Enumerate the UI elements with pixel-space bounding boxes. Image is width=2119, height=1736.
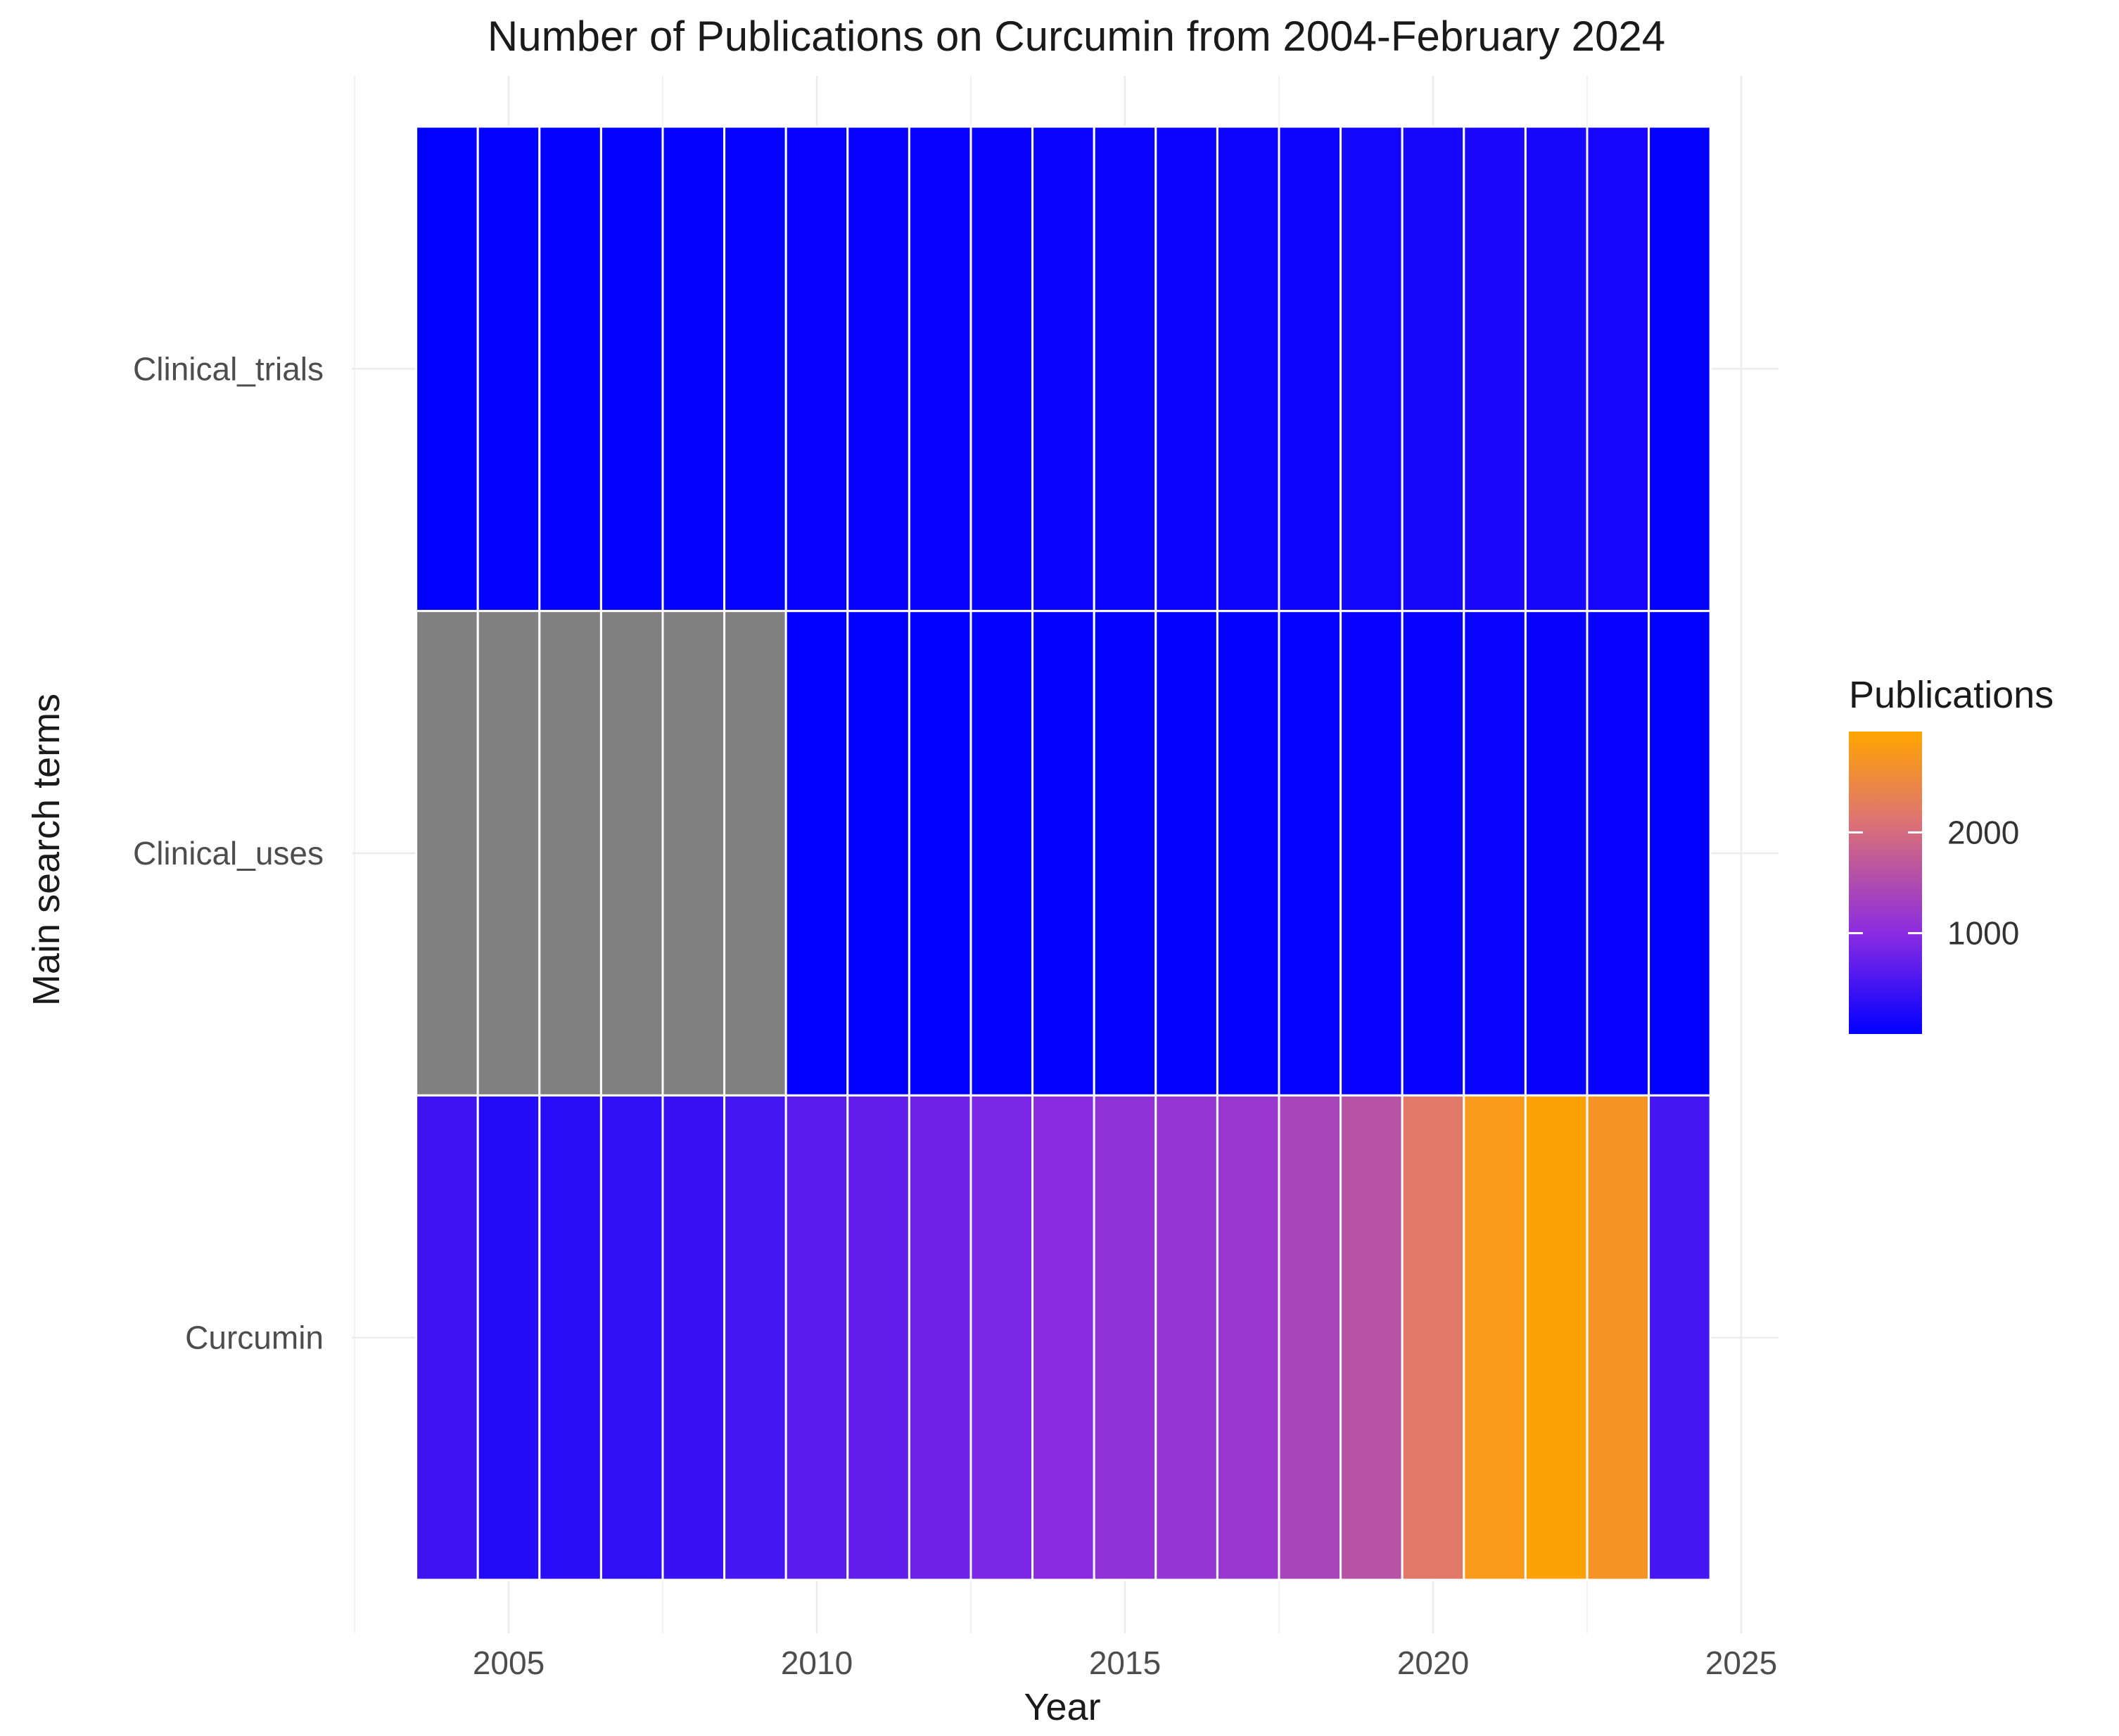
heatmap-tile	[1648, 610, 1712, 1097]
heatmap-tile	[1586, 125, 1650, 613]
heatmap-tile	[1093, 125, 1157, 613]
heatmap-tile	[1031, 1094, 1095, 1581]
y-tick-label: Clinical_uses	[133, 835, 324, 872]
x-tick-label: 2025	[1705, 1645, 1777, 1681]
heatmap-tile	[599, 610, 664, 1097]
heatmap-tile	[969, 125, 1034, 613]
heatmap-tile	[1216, 125, 1280, 613]
heatmap-tile	[1648, 1094, 1712, 1581]
heatmap-tile	[661, 610, 726, 1097]
heatmap-tiles	[415, 125, 1712, 1581]
heatmap-tile	[1586, 1094, 1650, 1581]
heatmap-tile	[846, 125, 910, 613]
legend-colorbar	[1849, 732, 1922, 1034]
heatmap-tile	[1093, 610, 1157, 1097]
x-axis-title: Year	[1024, 1686, 1100, 1728]
y-tick-label: Clinical_trials	[133, 350, 324, 387]
legend-tick-label: 2000	[1947, 814, 2019, 850]
heatmap-tile	[908, 610, 972, 1097]
heatmap-tile	[1401, 1094, 1465, 1581]
heatmap-tile	[1154, 125, 1218, 613]
heatmap-tile	[723, 1094, 787, 1581]
heatmap-tile	[1463, 125, 1527, 613]
heatmap-tile	[1278, 1094, 1342, 1581]
y-axis-title: Main search terms	[25, 694, 68, 1006]
heatmap-tile	[661, 1094, 726, 1581]
heatmap-tile	[1463, 1094, 1527, 1581]
legend-ticks: 1000 2000	[1849, 814, 2019, 952]
heatmap-tile	[969, 610, 1034, 1097]
y-tick-labels: Clinical_trials Clinical_uses Curcumin	[133, 350, 324, 1355]
chart-title: Number of Publications on Curcumin from …	[488, 13, 1665, 60]
heatmap-tile	[1093, 1094, 1157, 1581]
heatmap-tile	[908, 125, 972, 613]
heatmap-tile	[846, 610, 910, 1097]
heatmap-tile	[846, 1094, 910, 1581]
heatmap-tile	[1524, 1094, 1589, 1581]
heatmap-tile	[723, 610, 787, 1097]
heatmap-tile	[1154, 1094, 1218, 1581]
heatmap-tile	[1524, 125, 1589, 613]
legend: Publications 1000 2000	[1849, 674, 2054, 1034]
heatmap-tile	[476, 125, 541, 613]
heatmap-tile	[1216, 610, 1280, 1097]
heatmap-tile	[1463, 610, 1527, 1097]
heatmap-tile	[1586, 610, 1650, 1097]
heatmap-tile	[415, 125, 479, 613]
heatmap-tile	[784, 610, 849, 1097]
heatmap-tile	[784, 1094, 849, 1581]
heatmap-tile	[784, 125, 849, 613]
heatmap-tile	[1154, 610, 1218, 1097]
heatmap-tile	[969, 1094, 1034, 1581]
heatmap-tile	[1278, 125, 1342, 613]
heatmap-tile	[415, 610, 479, 1097]
x-tick-labels: 2005 2010 2015 2020 2025	[473, 1645, 1777, 1681]
heatmap-tile	[476, 610, 541, 1097]
heatmap-tile	[538, 1094, 602, 1581]
heatmap-tile	[1340, 610, 1404, 1097]
legend-tick-label: 1000	[1947, 915, 2019, 952]
heatmap-tile	[538, 125, 602, 613]
heatmap-tile	[1340, 1094, 1404, 1581]
x-tick-label: 2015	[1089, 1645, 1161, 1681]
heatmap-tile	[599, 125, 664, 613]
heatmap-tile	[661, 125, 726, 613]
heatmap-tile	[476, 1094, 541, 1581]
heatmap-tile	[1401, 610, 1465, 1097]
heatmap-tile	[1524, 610, 1589, 1097]
heatmap-tile	[1648, 125, 1712, 613]
heatmap-tile	[1340, 125, 1404, 613]
heatmap-tile	[1278, 610, 1342, 1097]
legend-title: Publications	[1849, 674, 2054, 716]
heatmap-tile	[1031, 610, 1095, 1097]
x-tick-label: 2020	[1397, 1645, 1469, 1681]
x-tick-label: 2010	[781, 1645, 853, 1681]
y-tick-label: Curcumin	[185, 1320, 324, 1356]
heatmap-tile	[1031, 125, 1095, 613]
heatmap-tile	[1401, 125, 1465, 613]
x-tick-label: 2005	[473, 1645, 545, 1681]
heatmap-tile	[415, 1094, 479, 1581]
heatmap-tile	[1216, 1094, 1280, 1581]
heatmap-tile	[538, 610, 602, 1097]
heatmap-tile	[599, 1094, 664, 1581]
heatmap-tile	[908, 1094, 972, 1581]
heatmap-tile	[723, 125, 787, 613]
